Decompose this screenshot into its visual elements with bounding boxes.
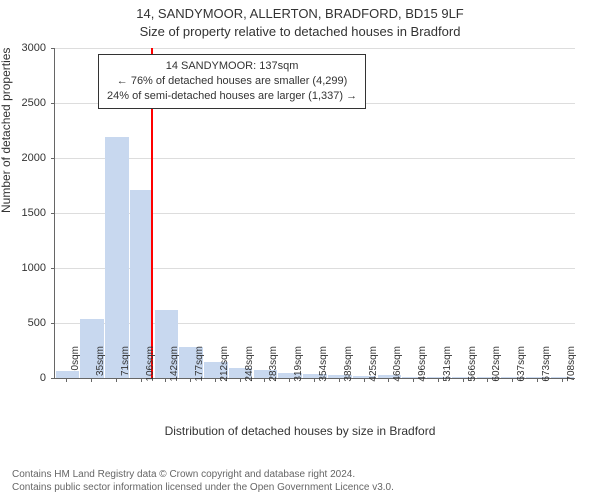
- gridline: [55, 48, 575, 49]
- x-tick-label: 708sqm: [566, 346, 577, 386]
- x-tick-label: 566sqm: [467, 346, 478, 386]
- x-tick-label: 637sqm: [516, 346, 527, 386]
- footer-line2: Contains public sector information licen…: [12, 481, 394, 494]
- y-tick-label: 2500: [6, 97, 46, 109]
- y-tick-label: 3000: [6, 42, 46, 54]
- x-tick-label: 248sqm: [244, 346, 255, 386]
- annotation-box: 14 SANDYMOOR: 137sqm ← 76% of detached h…: [98, 54, 366, 109]
- x-axis-label: Distribution of detached houses by size …: [0, 424, 600, 438]
- gridline: [55, 158, 575, 159]
- y-tick-label: 0: [6, 372, 46, 384]
- annotation-line2: ← 76% of detached houses are smaller (4,…: [107, 74, 357, 89]
- histogram-bar: [105, 137, 129, 378]
- x-tick-label: 389sqm: [343, 346, 354, 386]
- chart-container: 14, SANDYMOOR, ALLERTON, BRADFORD, BD15 …: [0, 0, 600, 500]
- y-tick-label: 1500: [6, 207, 46, 219]
- x-tick-label: 531sqm: [442, 346, 453, 386]
- x-tick-label: 602sqm: [491, 346, 502, 386]
- x-tick-label: 496sqm: [417, 346, 428, 386]
- footer-line1: Contains HM Land Registry data © Crown c…: [12, 468, 394, 481]
- y-axis-label: Number of detached properties: [0, 48, 13, 213]
- x-tick-label: 35sqm: [95, 346, 106, 386]
- y-tick-label: 500: [6, 317, 46, 329]
- annotation-line3: 24% of semi-detached houses are larger (…: [107, 89, 357, 104]
- y-tick-label: 1000: [6, 262, 46, 274]
- x-tick-label: 673sqm: [541, 346, 552, 386]
- x-tick-label: 460sqm: [392, 346, 403, 386]
- x-tick-label: 0sqm: [70, 346, 81, 386]
- x-tick-label: 319sqm: [293, 346, 304, 386]
- x-tick-label: 71sqm: [120, 346, 131, 386]
- y-tick-label: 2000: [6, 152, 46, 164]
- chart-title-main: 14, SANDYMOOR, ALLERTON, BRADFORD, BD15 …: [0, 6, 600, 21]
- x-tick-label: 212sqm: [219, 346, 230, 386]
- x-tick-label: 354sqm: [318, 346, 329, 386]
- chart-title-sub: Size of property relative to detached ho…: [0, 24, 600, 39]
- footer-attribution: Contains HM Land Registry data © Crown c…: [12, 468, 394, 494]
- x-tick-label: 142sqm: [169, 346, 180, 386]
- x-tick-label: 425sqm: [368, 346, 379, 386]
- annotation-line1: 14 SANDYMOOR: 137sqm: [107, 59, 357, 74]
- x-tick-label: 283sqm: [268, 346, 279, 386]
- x-tick-label: 177sqm: [194, 346, 205, 386]
- x-tick-label: 106sqm: [145, 346, 156, 386]
